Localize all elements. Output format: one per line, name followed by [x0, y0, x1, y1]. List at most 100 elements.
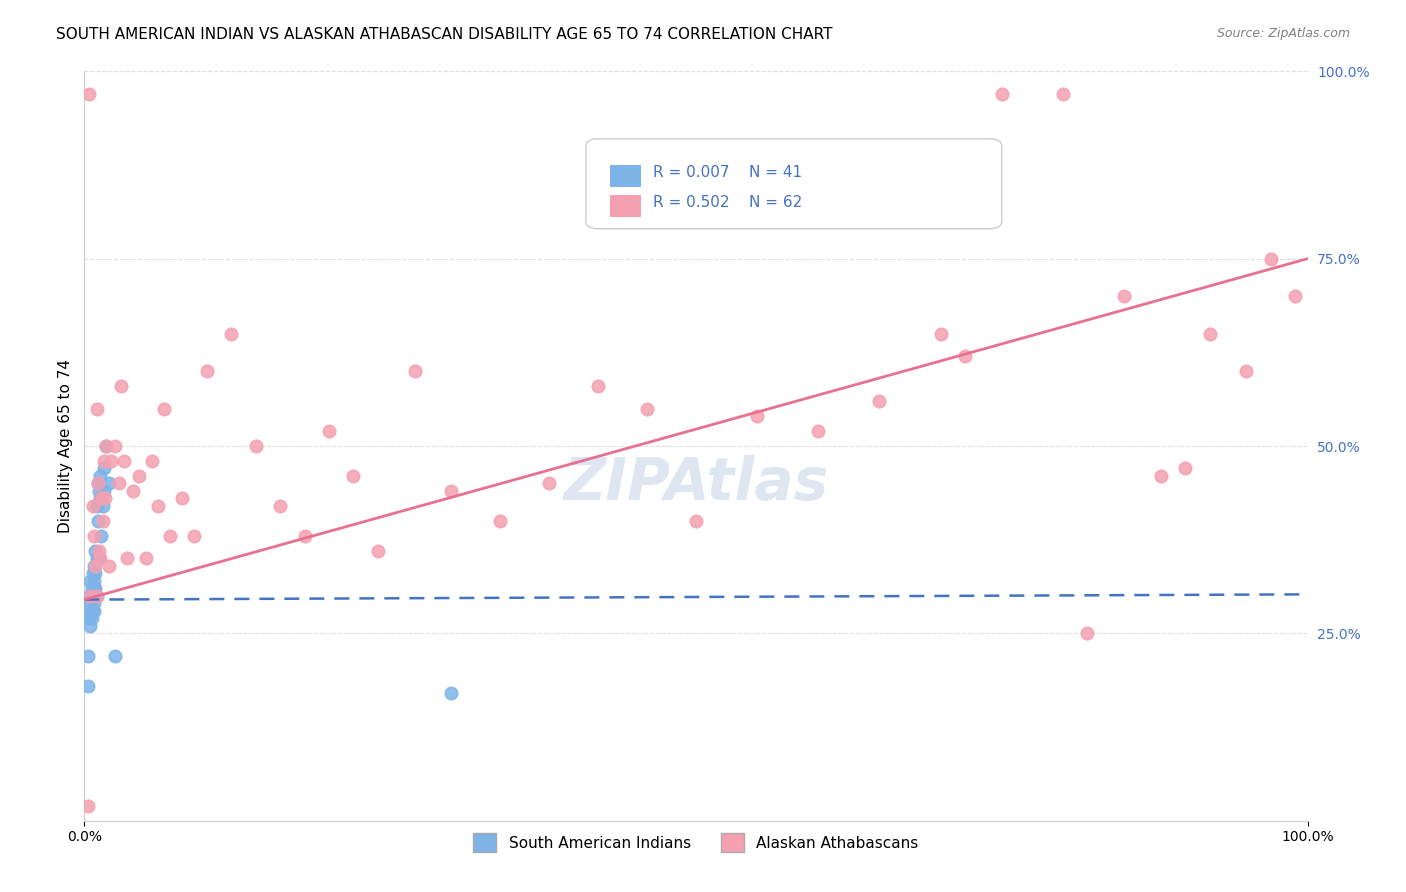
Point — [79, 619, 101, 633]
Point — [87, 476, 110, 491]
Point — [104, 648, 127, 663]
Point — [79, 596, 101, 610]
Point — [89, 551, 111, 566]
Point — [97, 558, 120, 573]
Point — [83, 582, 105, 596]
Point — [90, 491, 112, 506]
Point — [77, 589, 100, 603]
Legend: South American Indians, Alaskan Athabascans: South American Indians, Alaskan Athabasc… — [467, 827, 925, 858]
Point — [77, 611, 100, 625]
Point — [153, 401, 176, 416]
Point — [135, 551, 157, 566]
Point — [83, 558, 105, 573]
Point — [80, 604, 103, 618]
Point — [586, 379, 609, 393]
Point — [77, 87, 100, 101]
Point — [195, 364, 218, 378]
Point — [83, 529, 105, 543]
Point — [1076, 626, 1098, 640]
Point — [82, 499, 104, 513]
Point — [77, 648, 100, 663]
Point — [869, 394, 891, 409]
Point — [112, 454, 135, 468]
Point — [90, 529, 112, 543]
Point — [245, 439, 267, 453]
Point — [1236, 364, 1258, 378]
Point — [104, 439, 127, 453]
Point — [183, 529, 205, 543]
FancyBboxPatch shape — [586, 139, 1002, 228]
Point — [82, 604, 104, 618]
Point — [84, 544, 107, 558]
Point — [269, 499, 291, 513]
Point — [87, 514, 110, 528]
Point — [80, 589, 103, 603]
Point — [80, 582, 103, 596]
Point — [86, 589, 108, 603]
Point — [953, 349, 976, 363]
Point — [747, 409, 769, 423]
Point — [172, 491, 194, 506]
Point — [685, 514, 707, 528]
Point — [91, 499, 114, 513]
Point — [86, 401, 108, 416]
Point — [84, 582, 107, 596]
Point — [82, 589, 104, 603]
Text: SOUTH AMERICAN INDIAN VS ALASKAN ATHABASCAN DISABILITY AGE 65 TO 74 CORRELATION : SOUTH AMERICAN INDIAN VS ALASKAN ATHABAS… — [56, 27, 832, 42]
Y-axis label: Disability Age 65 to 74: Disability Age 65 to 74 — [58, 359, 73, 533]
Point — [87, 476, 110, 491]
Point — [294, 529, 316, 543]
Point — [83, 596, 105, 610]
Point — [636, 401, 658, 416]
Point — [77, 679, 100, 693]
Point — [1260, 252, 1282, 266]
Point — [991, 87, 1014, 101]
Point — [107, 476, 129, 491]
Point — [1150, 469, 1173, 483]
Point — [93, 461, 115, 475]
Point — [1284, 289, 1306, 303]
Point — [94, 491, 117, 506]
Point — [1174, 461, 1197, 475]
Point — [93, 483, 115, 498]
Point — [96, 439, 118, 453]
Point — [115, 551, 138, 566]
Point — [87, 483, 110, 498]
Point — [538, 476, 561, 491]
Point — [80, 611, 103, 625]
Point — [219, 326, 242, 341]
FancyBboxPatch shape — [610, 195, 641, 218]
Point — [96, 439, 118, 453]
Point — [91, 514, 114, 528]
Point — [929, 326, 952, 341]
Point — [404, 364, 426, 378]
Point — [89, 469, 111, 483]
Point — [86, 551, 108, 566]
Point — [84, 566, 107, 581]
Point — [318, 424, 340, 438]
Point — [141, 454, 163, 468]
Point — [1114, 289, 1136, 303]
Point — [110, 379, 132, 393]
Point — [440, 483, 463, 498]
Point — [159, 529, 181, 543]
Point — [97, 476, 120, 491]
Text: R = 0.502    N = 62: R = 0.502 N = 62 — [654, 195, 803, 210]
Text: R = 0.007    N = 41: R = 0.007 N = 41 — [654, 165, 803, 180]
Point — [146, 499, 169, 513]
Text: Source: ZipAtlas.com: Source: ZipAtlas.com — [1216, 27, 1350, 40]
Point — [807, 424, 830, 438]
Point — [100, 454, 122, 468]
Point — [1198, 326, 1220, 341]
Point — [77, 798, 100, 813]
Point — [76, 604, 98, 618]
Point — [440, 686, 463, 700]
Point — [367, 544, 389, 558]
Point — [1052, 87, 1074, 101]
Point — [79, 574, 101, 588]
Point — [86, 499, 108, 513]
Point — [79, 589, 101, 603]
Point — [93, 454, 115, 468]
Point — [82, 582, 104, 596]
Point — [87, 551, 110, 566]
